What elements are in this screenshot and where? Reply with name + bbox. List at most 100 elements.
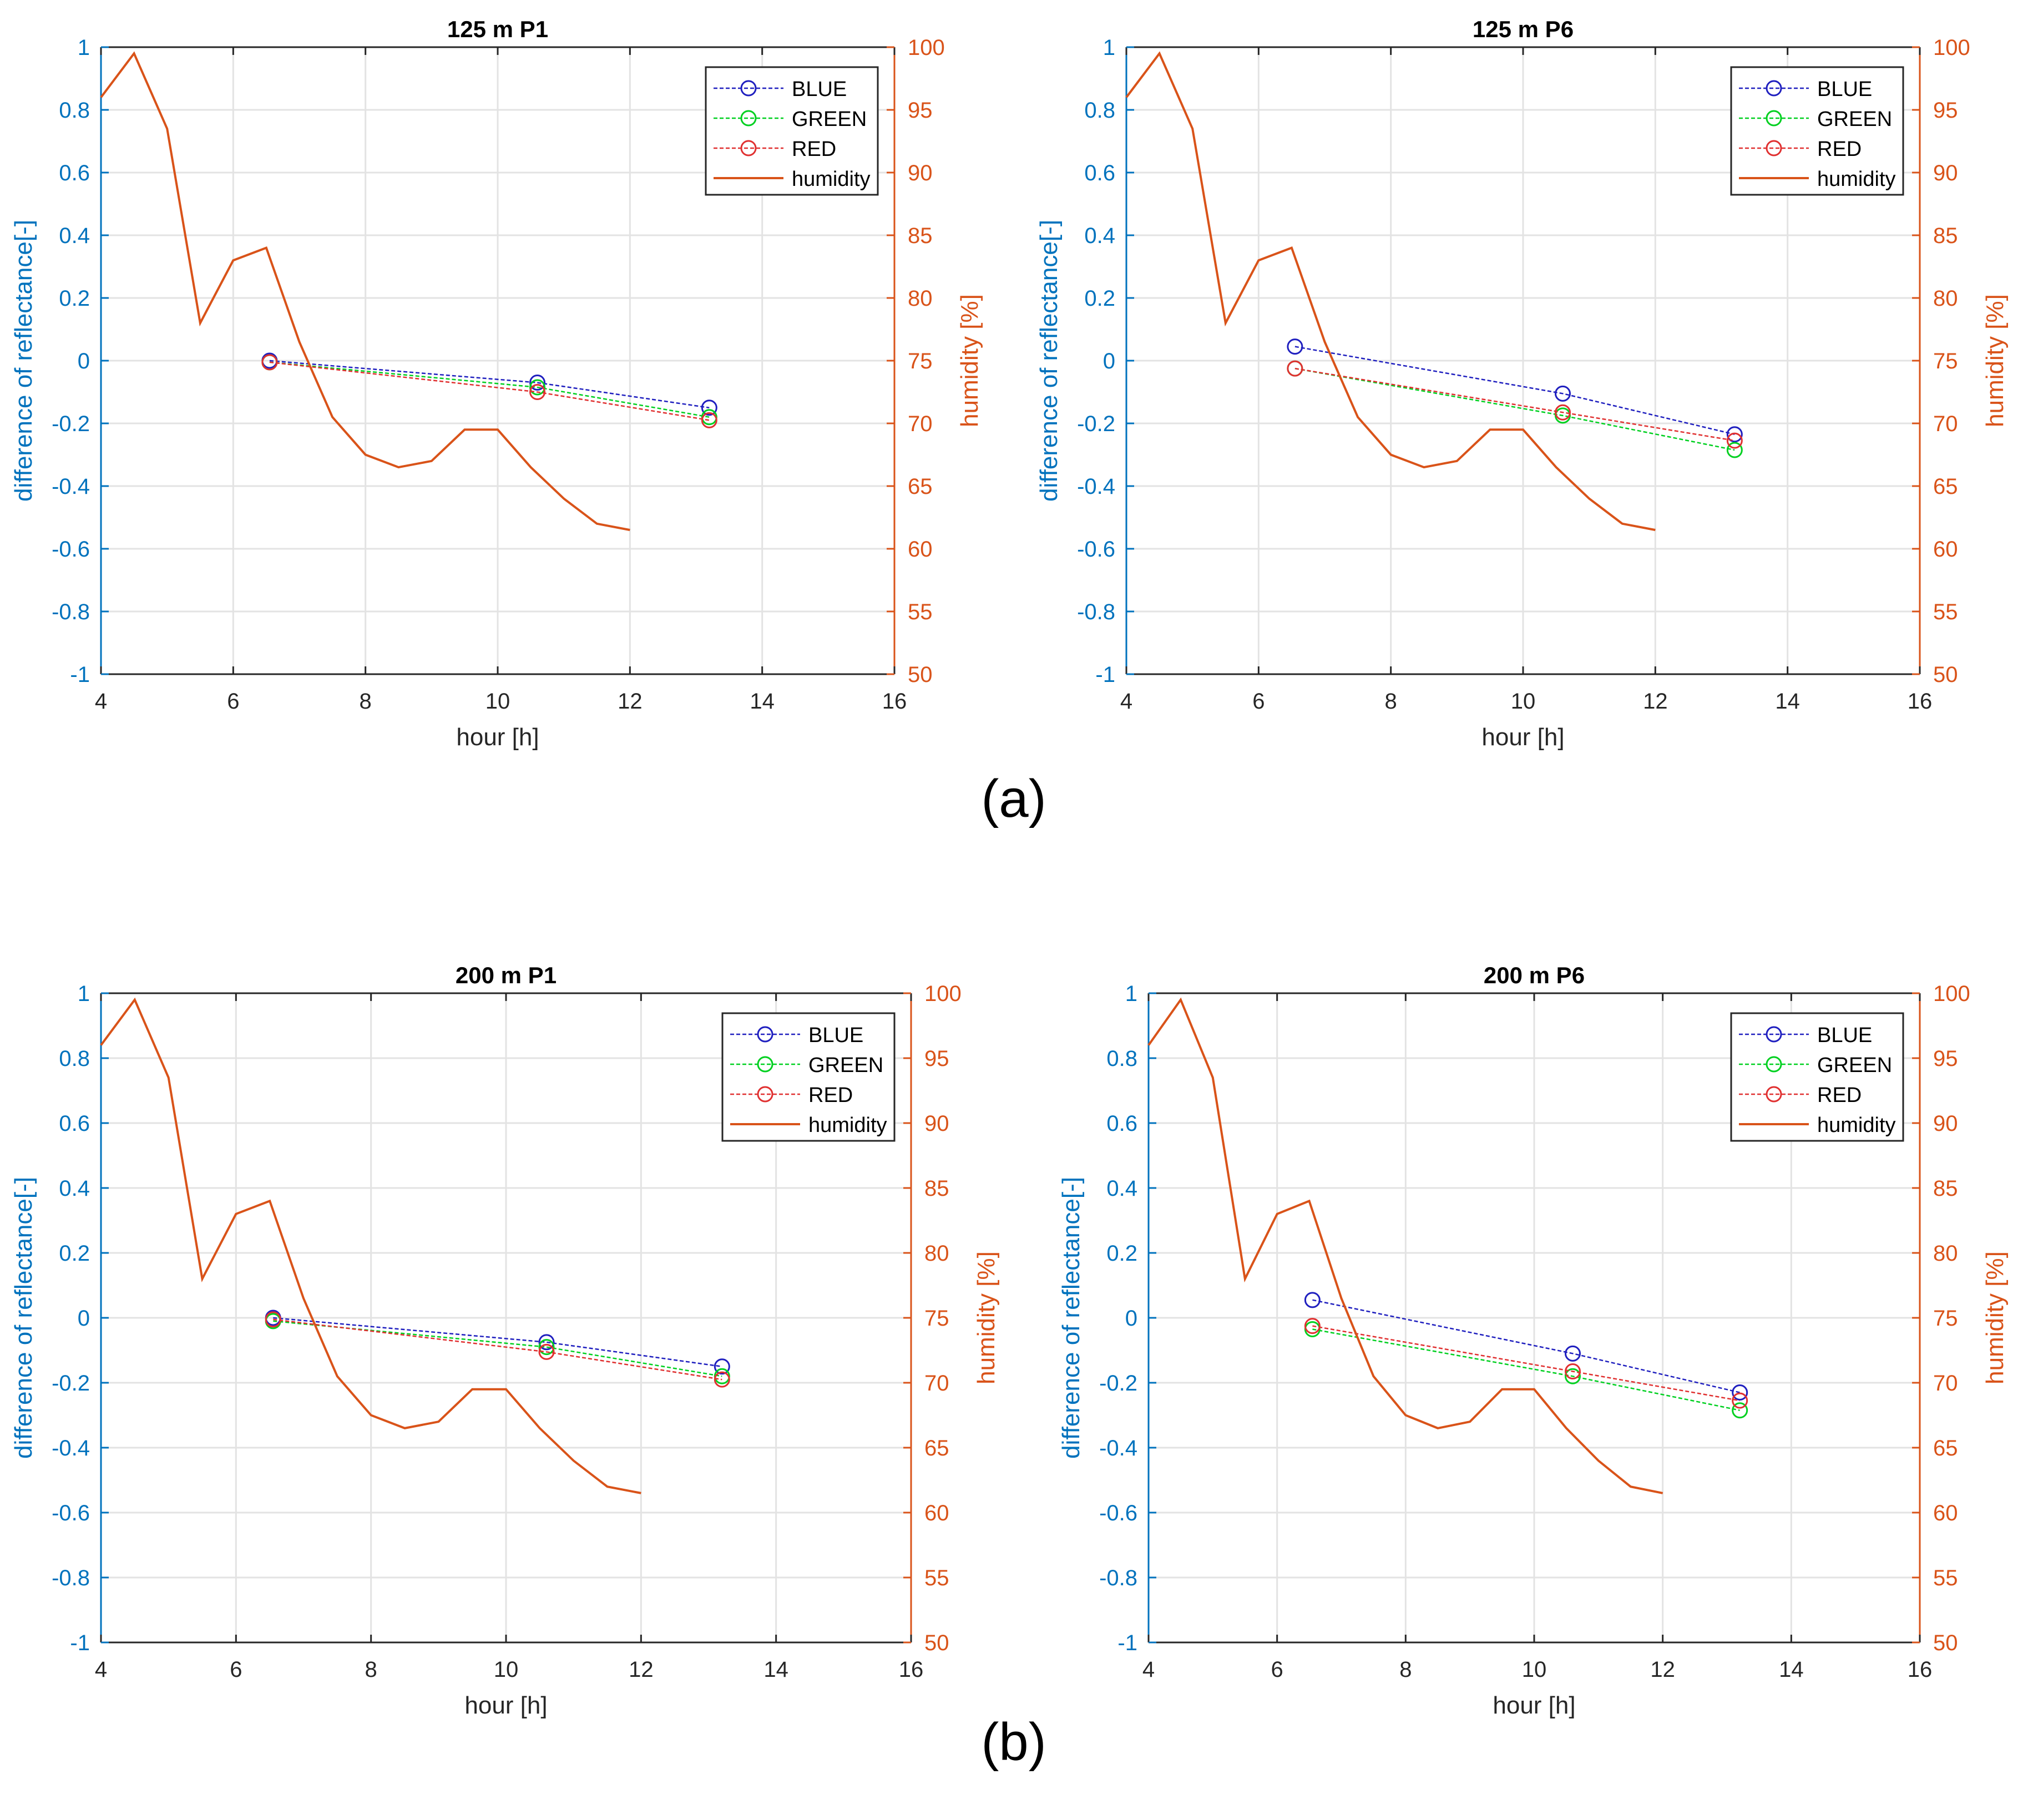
y2-tick-label: 95 (1933, 1046, 1958, 1071)
green-point (538, 1339, 555, 1356)
y2-tick-label: 80 (1933, 286, 1958, 311)
y2-tick-label: 50 (1933, 663, 1958, 687)
y2-tick-label: 85 (1933, 1176, 1958, 1201)
chart-title: 125 m P6 (1473, 16, 1574, 42)
blue-point (714, 1358, 730, 1375)
y-tick-label: 0 (1103, 349, 1115, 373)
y-tick-label: 0.4 (1084, 224, 1115, 248)
blue-point (1287, 338, 1303, 355)
y-tick-label: -1 (1117, 1631, 1137, 1655)
green-series-line (273, 1320, 722, 1377)
y2-tick-label: 85 (908, 224, 933, 248)
red-point (1287, 360, 1303, 377)
y-tick-label: -0.2 (1077, 412, 1115, 436)
x-tick-label: 4 (95, 689, 107, 714)
y2-tick-label: 90 (924, 1111, 949, 1136)
y-tick-label: -0.4 (52, 474, 90, 499)
y2-tick-label: 65 (924, 1436, 949, 1460)
y-tick-label: 0.4 (59, 1176, 90, 1201)
legend-label-blue: BLUE (792, 78, 847, 101)
y-tick-label: -1 (1095, 663, 1115, 687)
legend-label-blue: BLUE (808, 1024, 863, 1047)
red-point (1555, 404, 1571, 421)
y-axis-label: difference of reflectance[-] (1058, 1177, 1085, 1459)
chart-title: 200 m P6 (1484, 962, 1585, 988)
y2-tick-label: 65 (1933, 1436, 1958, 1460)
x-tick-label: 12 (629, 1657, 654, 1682)
chart-1: 4 6 8 10 12 14 16 -1 -0.8 -0.6 -0.4 -0.2 0 0.2 0.4 0.6 0… (10, 16, 983, 751)
legend-marker-green (1766, 110, 1782, 127)
chart-4: 4 6 8 10 12 14 16 -1 -0.8 -0.6 -0.4 -0.2 0 0.2 0.4 0.6 0… (1058, 962, 2009, 1719)
y2-tick-label: 60 (908, 537, 933, 562)
x-tick-label: 12 (1643, 689, 1668, 714)
y-axis-label: difference of reflectance[-] (1035, 220, 1063, 502)
legend-label-humidity: humidity (1817, 168, 1896, 191)
y-axis-label: difference of reflectance[-] (10, 1177, 37, 1459)
humidity-series-line (1125, 51, 1656, 532)
y-tick-label: 1 (1103, 36, 1115, 60)
red-series-line (269, 361, 710, 421)
chart-3: 4 6 8 10 12 14 16 -1 -0.8 -0.6 -0.4 -0.2 0 0.2 0.4 0.6 0… (10, 962, 1000, 1719)
y2-tick-label: 75 (908, 349, 933, 373)
panel-label-a: (a) (981, 769, 1046, 828)
legend-marker-red (1766, 1086, 1782, 1103)
x-tick-label: 8 (1385, 689, 1397, 714)
y2-tick-label: 95 (1933, 98, 1958, 123)
y-tick-label: -0.8 (52, 1566, 90, 1590)
y-tick-label: -0.8 (1077, 600, 1115, 624)
x-tick-label: 16 (882, 689, 907, 714)
x-tick-label: 12 (618, 689, 643, 714)
y2-tick-label: 50 (1933, 1631, 1958, 1655)
y2-tick-label: 70 (1933, 412, 1958, 436)
y2-tick-label: 95 (924, 1046, 949, 1071)
legend-marker-blue (757, 1026, 773, 1043)
red-point (1304, 1318, 1321, 1334)
y2-tick-label: 65 (1933, 474, 1958, 499)
y2-tick-label: 65 (908, 474, 933, 499)
y2-tick-label: 50 (908, 663, 933, 687)
y2-axis-label: humidity [%] (973, 1251, 1000, 1384)
blue-series-line (1312, 1299, 1740, 1393)
legend-marker-green (1766, 1056, 1782, 1073)
y2-tick-label: 90 (908, 161, 933, 185)
y-tick-label: 0.4 (1106, 1176, 1137, 1201)
x-axis-label: hour [h] (1481, 724, 1564, 751)
y2-tick-label: 85 (1933, 224, 1958, 248)
x-tick-label: 16 (899, 1657, 924, 1682)
x-tick-label: 8 (1399, 1657, 1412, 1682)
green-point (1565, 1368, 1581, 1384)
red-series-line (273, 1318, 722, 1381)
legend-marker-blue (1766, 80, 1782, 97)
x-tick-label: 8 (360, 689, 372, 714)
x-tick-label: 6 (230, 1657, 242, 1682)
legend-label-blue: BLUE (1817, 78, 1872, 101)
green-series-line (269, 361, 710, 418)
y-axis-label: difference of reflectance[-] (10, 220, 37, 502)
y-tick-label: 0.4 (59, 224, 90, 248)
x-tick-label: 6 (1271, 1657, 1283, 1682)
y-tick-label: 0.6 (1084, 161, 1115, 185)
x-tick-label: 16 (1908, 1657, 1933, 1682)
y-tick-label: 0.2 (59, 1241, 90, 1266)
x-axis-label: hour [h] (464, 1692, 547, 1719)
red-series-line (1312, 1325, 1740, 1402)
blue-series-line (1294, 346, 1735, 436)
x-tick-label: 6 (1252, 689, 1265, 714)
red-point (1726, 432, 1743, 449)
red-point (1732, 1392, 1748, 1409)
legend-marker-green (740, 110, 757, 127)
y-tick-label: -0.8 (52, 600, 90, 624)
x-tick-label: 14 (1775, 689, 1800, 714)
red-point (714, 1371, 730, 1388)
y-tick-label: 0.8 (1106, 1046, 1137, 1071)
x-tick-label: 4 (1120, 689, 1132, 714)
legend-label-red: RED (1817, 138, 1862, 161)
blue-point (538, 1334, 555, 1351)
legend-label-green: GREEN (792, 108, 867, 131)
y2-tick-label: 60 (1933, 1501, 1958, 1525)
y-tick-label: 0 (1125, 1306, 1137, 1331)
y-tick-label: -0.6 (1077, 537, 1115, 562)
green-point (529, 379, 545, 396)
y-tick-label: 0.2 (1084, 286, 1115, 311)
y-tick-label: -0.4 (1099, 1436, 1137, 1460)
